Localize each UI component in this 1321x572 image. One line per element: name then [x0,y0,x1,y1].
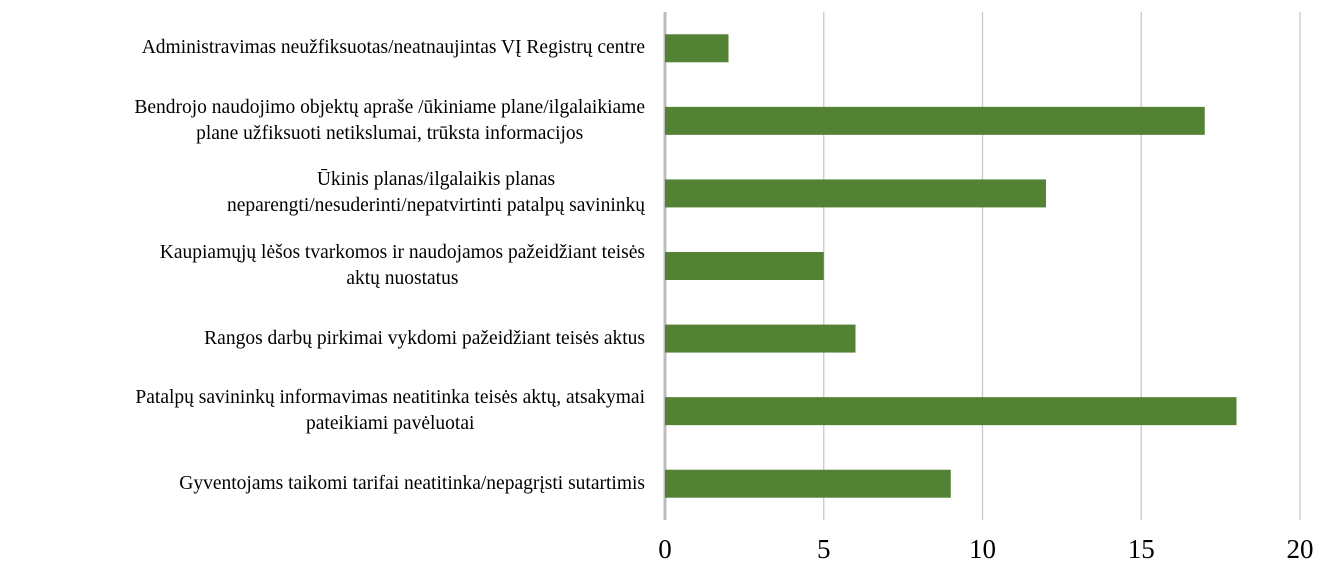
bar [665,252,824,280]
y-tick-label-box: Gyventojams taikomi tarifai neatitinka/n… [179,471,645,497]
x-tick-label: 0 [658,534,672,564]
x-tick-label: 20 [1287,534,1314,564]
y-tick-label: Gyventojams taikomi tarifai neatitinka/n… [179,472,645,494]
y-tick-label-box: Ūkinis planas/ilgalaikis planas nepareng… [227,167,645,219]
bar [665,469,951,498]
y-tick-label: Ūkinis planas/ilgalaikis planas nepareng… [226,169,645,217]
y-tick-label: Rangos darbų pirkimai vykdomi pažeidžian… [204,327,645,349]
bar [665,324,856,353]
x-tick-label: 5 [817,534,831,564]
y-tick-label: Patalpų savininkų informavimas neatitink… [135,387,645,435]
y-tick-label-box: Rangos darbų pirkimai vykdomi pažeidžian… [204,326,645,352]
bar [665,179,1046,208]
bar [665,106,1205,135]
bar [665,34,729,63]
y-tick-label: Bendrojo naudojimo objektų apraše /ūkini… [134,96,645,144]
y-tick-label-box: Kaupiamųjų lėšos tvarkomos ir naudojamos… [160,240,645,292]
x-tick-label: 10 [969,534,996,564]
y-tick-label-box: Patalpų savininkų informavimas neatitink… [135,385,645,437]
y-tick-label: Administravimas neužfiksuotas/neatnaujin… [141,37,645,59]
bar [665,397,1237,426]
y-tick-label-box: Administravimas neužfiksuotas/neatnaujin… [142,35,645,61]
y-tick-label-box: Bendrojo naudojimo objektų apraše /ūkini… [134,95,645,147]
x-tick-label: 15 [1128,534,1155,564]
y-tick-label: Kaupiamųjų lėšos tvarkomos ir naudojamos… [159,242,645,289]
